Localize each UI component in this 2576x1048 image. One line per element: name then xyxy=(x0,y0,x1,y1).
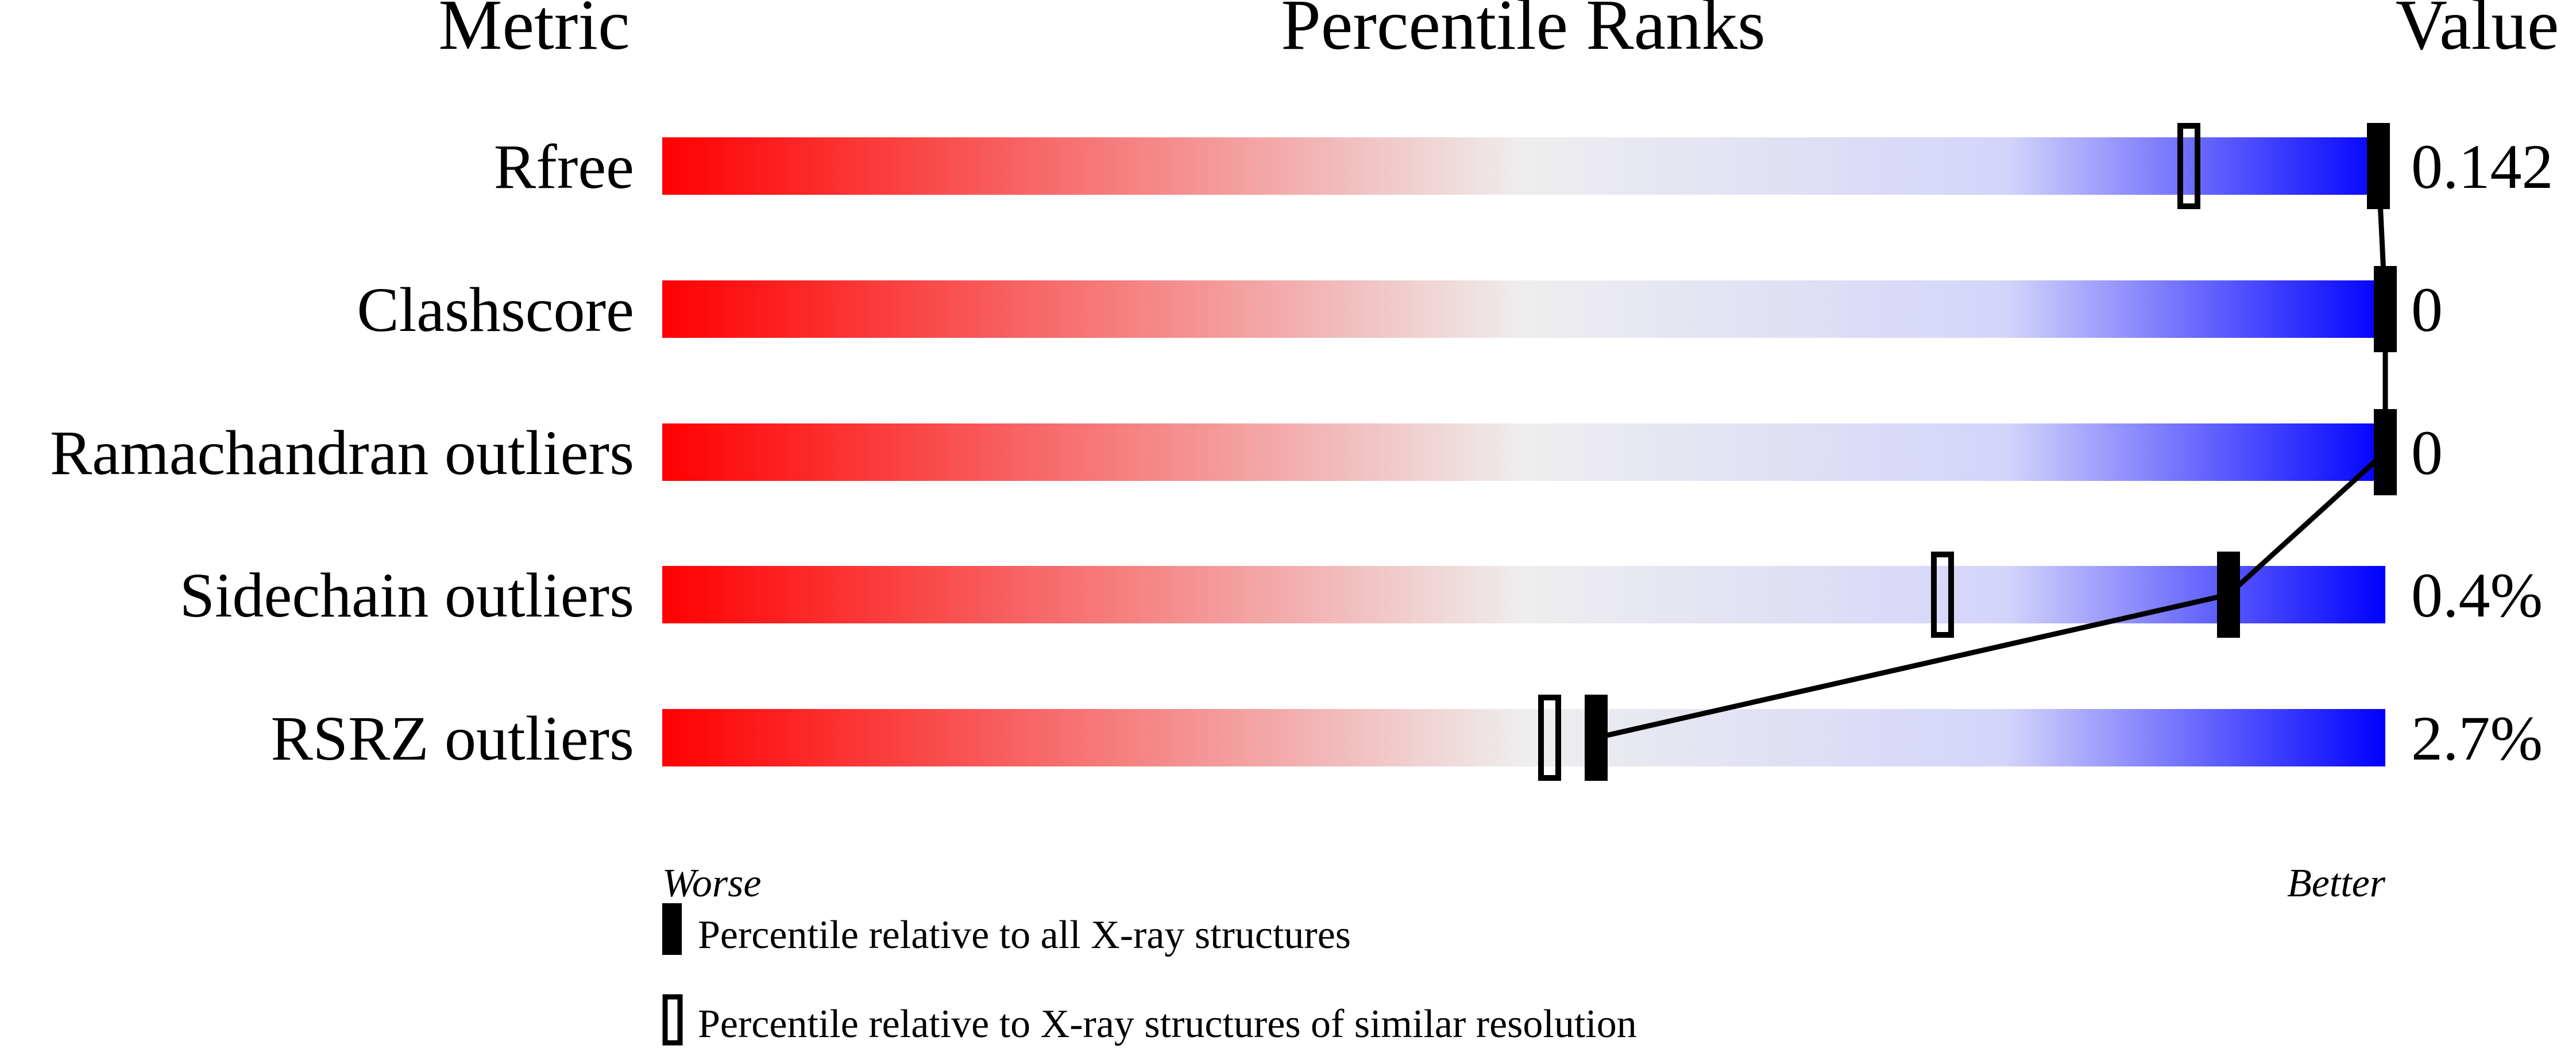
value-label-rsrz-outliers: 2.7% xyxy=(2411,703,2543,773)
similar-resolution-marker-rfree xyxy=(2177,123,2200,209)
metric-label-clashscore: Clashscore xyxy=(357,275,634,345)
worse-label: Worse xyxy=(662,861,761,906)
header-percentile-ranks: Percentile Ranks xyxy=(1281,0,1766,65)
similar-resolution-marker-rsrz-outliers xyxy=(1538,695,1561,781)
percentile-bar-clashscore xyxy=(662,280,2385,338)
legend-open-marker-icon xyxy=(662,994,683,1046)
better-label: Better xyxy=(2287,861,2386,906)
value-label-clashscore: 0 xyxy=(2411,275,2443,345)
value-label-rfree: 0.142 xyxy=(2411,132,2554,202)
value-label-sidechain-outliers: 0.4% xyxy=(2411,560,2543,630)
metric-label-sidechain-outliers: Sidechain outliers xyxy=(180,560,634,630)
metric-label-rsrz-outliers: RSRZ outliers xyxy=(271,703,634,773)
all-structures-marker-rfree xyxy=(2367,123,2390,209)
all-structures-marker-sidechain-outliers xyxy=(2217,552,2240,638)
percentile-bar-rfree xyxy=(662,137,2385,195)
all-structures-marker-clashscore xyxy=(2374,266,2397,352)
value-label-ramachandran-outliers: 0 xyxy=(2411,418,2443,488)
header-value: Value xyxy=(2396,0,2559,65)
metric-label-rfree: Rfree xyxy=(494,132,634,202)
legend-open-label: Percentile relative to X-ray structures … xyxy=(698,1002,1637,1046)
all-structures-marker-rsrz-outliers xyxy=(1585,695,1608,781)
all-structures-marker-ramachandran-outliers xyxy=(2374,409,2397,495)
metric-label-ramachandran-outliers: Ramachandran outliers xyxy=(50,418,634,488)
percentile-bar-rsrz-outliers xyxy=(662,709,2385,766)
similar-resolution-marker-sidechain-outliers xyxy=(1931,552,1954,638)
header-metric: Metric xyxy=(438,0,629,65)
percentile-bar-ramachandran-outliers xyxy=(662,423,2385,481)
legend-filled-label: Percentile relative to all X-ray structu… xyxy=(698,913,1351,957)
legend-filled-marker-icon xyxy=(662,903,682,955)
percentile-bar-sidechain-outliers xyxy=(662,566,2385,623)
